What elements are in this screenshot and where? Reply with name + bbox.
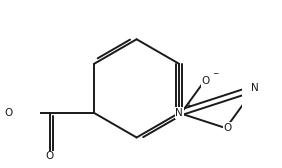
- Text: −: −: [212, 69, 219, 78]
- Text: +: +: [186, 101, 192, 110]
- Text: N: N: [175, 108, 183, 118]
- Text: O: O: [46, 151, 54, 161]
- Text: O: O: [4, 108, 12, 118]
- Text: O: O: [224, 123, 232, 133]
- Text: N: N: [251, 83, 259, 93]
- Text: O: O: [202, 76, 210, 86]
